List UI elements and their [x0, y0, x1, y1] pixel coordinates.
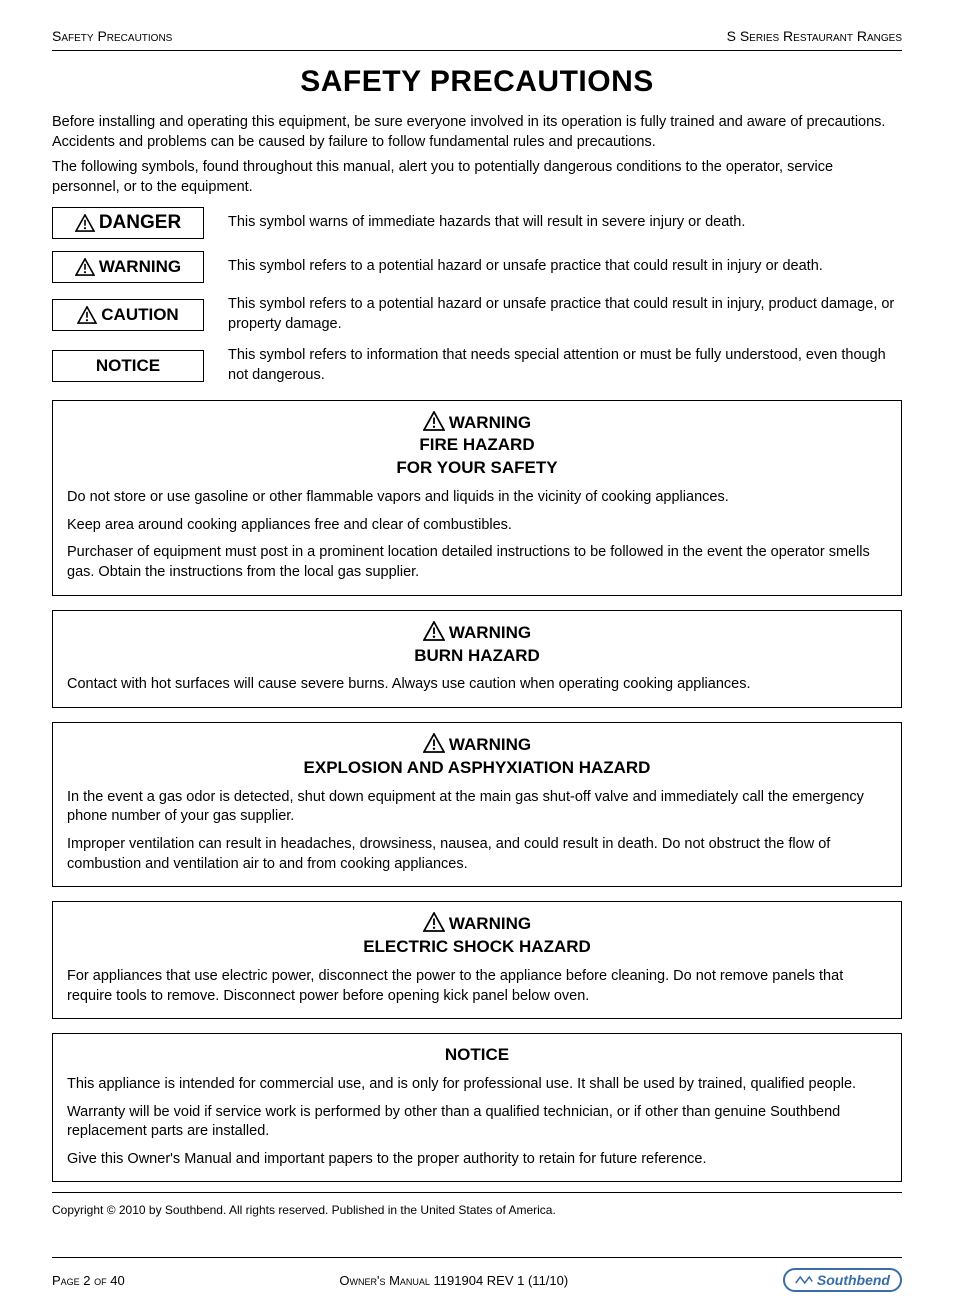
- warning-box-explosion: WARNING EXPLOSION AND ASPHYXIATION HAZAR…: [52, 722, 902, 887]
- warning-paragraph: In the event a gas odor is detected, shu…: [67, 788, 887, 827]
- warning-box-heading: NOTICE: [67, 1044, 887, 1067]
- warning-paragraph: Keep area around cooking appliances free…: [67, 516, 887, 536]
- symbol-row: DANGER This symbol warns of immediate ha…: [52, 207, 902, 239]
- symbol-label: DANGER: [99, 212, 181, 234]
- warning-triangle-icon: [423, 621, 445, 641]
- footer-rule: [52, 1257, 902, 1258]
- symbol-definitions: DANGER This symbol warns of immediate ha…: [52, 207, 902, 385]
- warning-head-line: BURN HAZARD: [67, 645, 887, 668]
- symbol-description: This symbol refers to a potential hazard…: [228, 257, 902, 277]
- footer-manual-id: Owner's Manual 1191904 REV 1 (11/10): [339, 1273, 568, 1288]
- warning-triangle-icon: [423, 411, 445, 431]
- warning-head-line: WARNING: [449, 914, 531, 933]
- header-right: S Series Restaurant Ranges: [727, 28, 902, 44]
- warning-head-line: FOR YOUR SAFETY: [67, 457, 887, 480]
- warning-triangle-icon: [77, 306, 97, 324]
- symbol-label: CAUTION: [101, 305, 178, 325]
- symbol-description: This symbol refers to a potential hazard…: [228, 295, 902, 334]
- warning-head-line: WARNING: [449, 623, 531, 642]
- warning-paragraph: Improper ventilation can result in heada…: [67, 835, 887, 874]
- warning-paragraph: Do not store or use gasoline or other fl…: [67, 488, 887, 508]
- warning-box-heading: WARNING BURN HAZARD: [67, 621, 887, 668]
- warning-box-electric: WARNING ELECTRIC SHOCK HAZARD For applia…: [52, 901, 902, 1019]
- notice-box: NOTICE This appliance is intended for co…: [52, 1033, 902, 1182]
- warning-paragraph: Give this Owner's Manual and important p…: [67, 1150, 887, 1170]
- warning-box-heading: WARNING ELECTRIC SHOCK HAZARD: [67, 912, 887, 959]
- warning-box-heading: WARNING FIRE HAZARD FOR YOUR SAFETY: [67, 411, 887, 481]
- warning-head-line: WARNING: [449, 735, 531, 754]
- warning-triangle-icon: [75, 214, 95, 232]
- warning-paragraph: This appliance is intended for commercia…: [67, 1075, 887, 1095]
- header-rule: [52, 50, 902, 51]
- symbol-row: CAUTION This symbol refers to a potentia…: [52, 295, 902, 334]
- intro-paragraph: The following symbols, found throughout …: [52, 158, 902, 197]
- symbol-label: WARNING: [99, 257, 181, 277]
- symbol-description: This symbol warns of immediate hazards t…: [228, 213, 902, 233]
- symbol-label-box: DANGER: [52, 207, 204, 239]
- logo-flag-icon: [795, 1274, 813, 1286]
- intro-paragraph: Before installing and operating this equ…: [52, 113, 902, 152]
- warning-triangle-icon: [423, 733, 445, 753]
- warning-head-line: NOTICE: [67, 1044, 887, 1067]
- symbol-label: NOTICE: [96, 356, 160, 376]
- copyright-text: Copyright © 2010 by Southbend. All right…: [52, 1203, 902, 1217]
- warning-head-line: ELECTRIC SHOCK HAZARD: [67, 936, 887, 959]
- symbol-label-box: CAUTION: [52, 299, 204, 331]
- footer-page-number: Page 2 of 40: [52, 1273, 125, 1288]
- page-header: Safety Precautions S Series Restaurant R…: [52, 28, 902, 44]
- symbol-label-box: WARNING: [52, 251, 204, 283]
- symbol-description: This symbol refers to information that n…: [228, 346, 902, 385]
- symbol-label-box: NOTICE: [52, 350, 204, 382]
- warning-paragraph: Contact with hot surfaces will cause sev…: [67, 675, 887, 695]
- symbol-row: WARNING This symbol refers to a potentia…: [52, 251, 902, 283]
- page-footer: Page 2 of 40 Owner's Manual 1191904 REV …: [52, 1257, 902, 1292]
- brand-logo: Southbend: [783, 1268, 902, 1292]
- warning-triangle-icon: [75, 258, 95, 276]
- copyright-rule: [52, 1192, 902, 1193]
- warning-head-line: EXPLOSION AND ASPHYXIATION HAZARD: [67, 757, 887, 780]
- page-title: SAFETY PRECAUTIONS: [52, 65, 902, 99]
- warning-head-line: FIRE HAZARD: [67, 434, 887, 457]
- header-left: Safety Precautions: [52, 28, 172, 44]
- warning-box-burn: WARNING BURN HAZARD Contact with hot sur…: [52, 610, 902, 708]
- warning-box-fire: WARNING FIRE HAZARD FOR YOUR SAFETY Do n…: [52, 400, 902, 596]
- warning-paragraph: For appliances that use electric power, …: [67, 967, 887, 1006]
- warning-box-heading: WARNING EXPLOSION AND ASPHYXIATION HAZAR…: [67, 733, 887, 780]
- symbol-row: NOTICE This symbol refers to information…: [52, 346, 902, 385]
- warning-paragraph: Warranty will be void if service work is…: [67, 1103, 887, 1142]
- warning-paragraph: Purchaser of equipment must post in a pr…: [67, 543, 887, 582]
- brand-logo-text: Southbend: [817, 1272, 890, 1288]
- warning-triangle-icon: [423, 912, 445, 932]
- warning-head-line: WARNING: [449, 413, 531, 432]
